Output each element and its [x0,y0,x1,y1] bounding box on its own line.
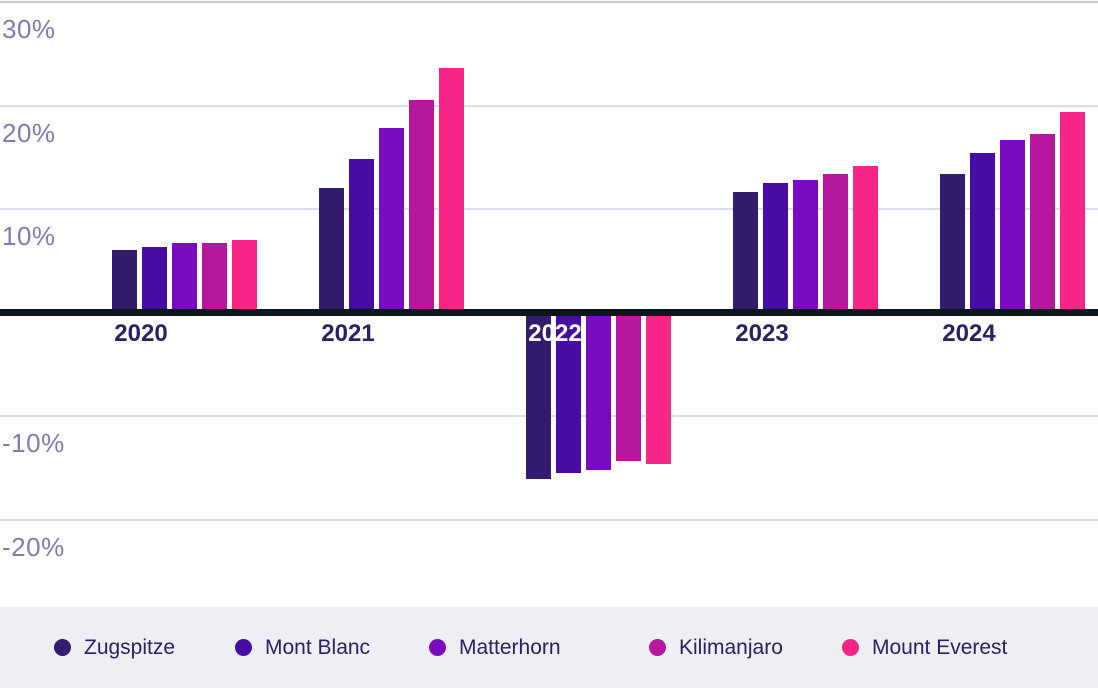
bar-mount-everest-2023[interactable] [853,165,878,313]
legend-label: Kilimanjaro [679,635,783,659]
gridline-10 [0,208,1098,210]
gridline-20 [0,104,1098,107]
legend-color-dot-icon [235,639,252,656]
y-axis-label: 10% [2,221,56,251]
bar-zugspitze-2020[interactable] [112,250,137,313]
bar-kilimanjaro-2022[interactable] [616,312,641,461]
bar-mont-blanc-2022[interactable] [556,312,581,473]
bar-zugspitze-2023[interactable] [733,192,758,313]
bar-mont-blanc-2023[interactable] [763,183,788,313]
bar-matterhorn-2020[interactable] [172,243,197,313]
gridline-30 [0,1,1098,3]
x-axis-zero-line [0,309,1098,316]
gridline--20 [0,518,1098,521]
bar-matterhorn-2022[interactable] [586,312,611,470]
y-axis-label: -20% [2,531,65,562]
bar-zugspitze-2021[interactable] [319,188,344,313]
x-axis-label-2024: 2024 [942,320,996,347]
bar-matterhorn-2024[interactable] [1000,139,1025,313]
legend-item-mount-everest[interactable]: Mount Everest [842,607,1007,688]
bar-zugspitze-2022[interactable] [526,312,551,480]
x-axis-label-2023: 2023 [735,320,789,347]
legend-item-matterhorn[interactable]: Matterhorn [429,607,561,688]
bar-matterhorn-2023[interactable] [793,180,818,313]
legend-label: Matterhorn [459,635,561,659]
legend-label: Zugspitze [84,635,176,659]
x-axis-label-2022: 2022 [528,320,582,347]
legend-color-dot-icon [649,639,666,656]
legend: Zugspitze Mont Blanc Matterhorn Kilimanjaro… [0,607,1098,688]
legend-color-dot-icon [54,639,71,656]
legend-color-dot-icon [842,639,859,656]
x-axis-label-2020: 2020 [114,320,168,347]
bar-mont-blanc-2021[interactable] [349,159,374,313]
bar-mont-blanc-2020[interactable] [142,247,167,313]
bar-kilimanjaro-2023[interactable] [823,173,848,313]
bar-kilimanjaro-2024[interactable] [1030,134,1055,313]
y-axis-label: 20% [2,117,56,148]
bar-mount-everest-2020[interactable] [232,240,257,313]
y-axis-label: -10% [2,428,65,458]
legend-label: Mont Blanc [265,635,371,659]
bar-zugspitze-2024[interactable] [940,173,965,313]
bar-matterhorn-2021[interactable] [379,128,404,313]
legend-color-dot-icon [429,639,446,656]
legend-item-kilimanjaro[interactable]: Kilimanjaro [649,607,783,688]
bar-mount-everest-2022[interactable] [646,312,671,464]
bar-mount-everest-2021[interactable] [439,68,464,313]
legend-item-mont-blanc[interactable]: Mont Blanc [235,607,370,688]
legend-label: Mount Everest [872,635,1008,659]
plot-area: 30% 20% 10% -10% -20% 2020 2021 2022 2023 2024 [0,1,1098,562]
bar-mount-everest-2024[interactable] [1060,111,1085,313]
bar-kilimanjaro-2021[interactable] [409,100,434,313]
y-axis-label: 30% [2,14,56,44]
x-axis-label-2021: 2021 [321,320,375,347]
bar-mont-blanc-2024[interactable] [970,153,995,313]
legend-item-zugspitze[interactable]: Zugspitze [54,607,175,688]
bar-kilimanjaro-2020[interactable] [202,243,227,313]
